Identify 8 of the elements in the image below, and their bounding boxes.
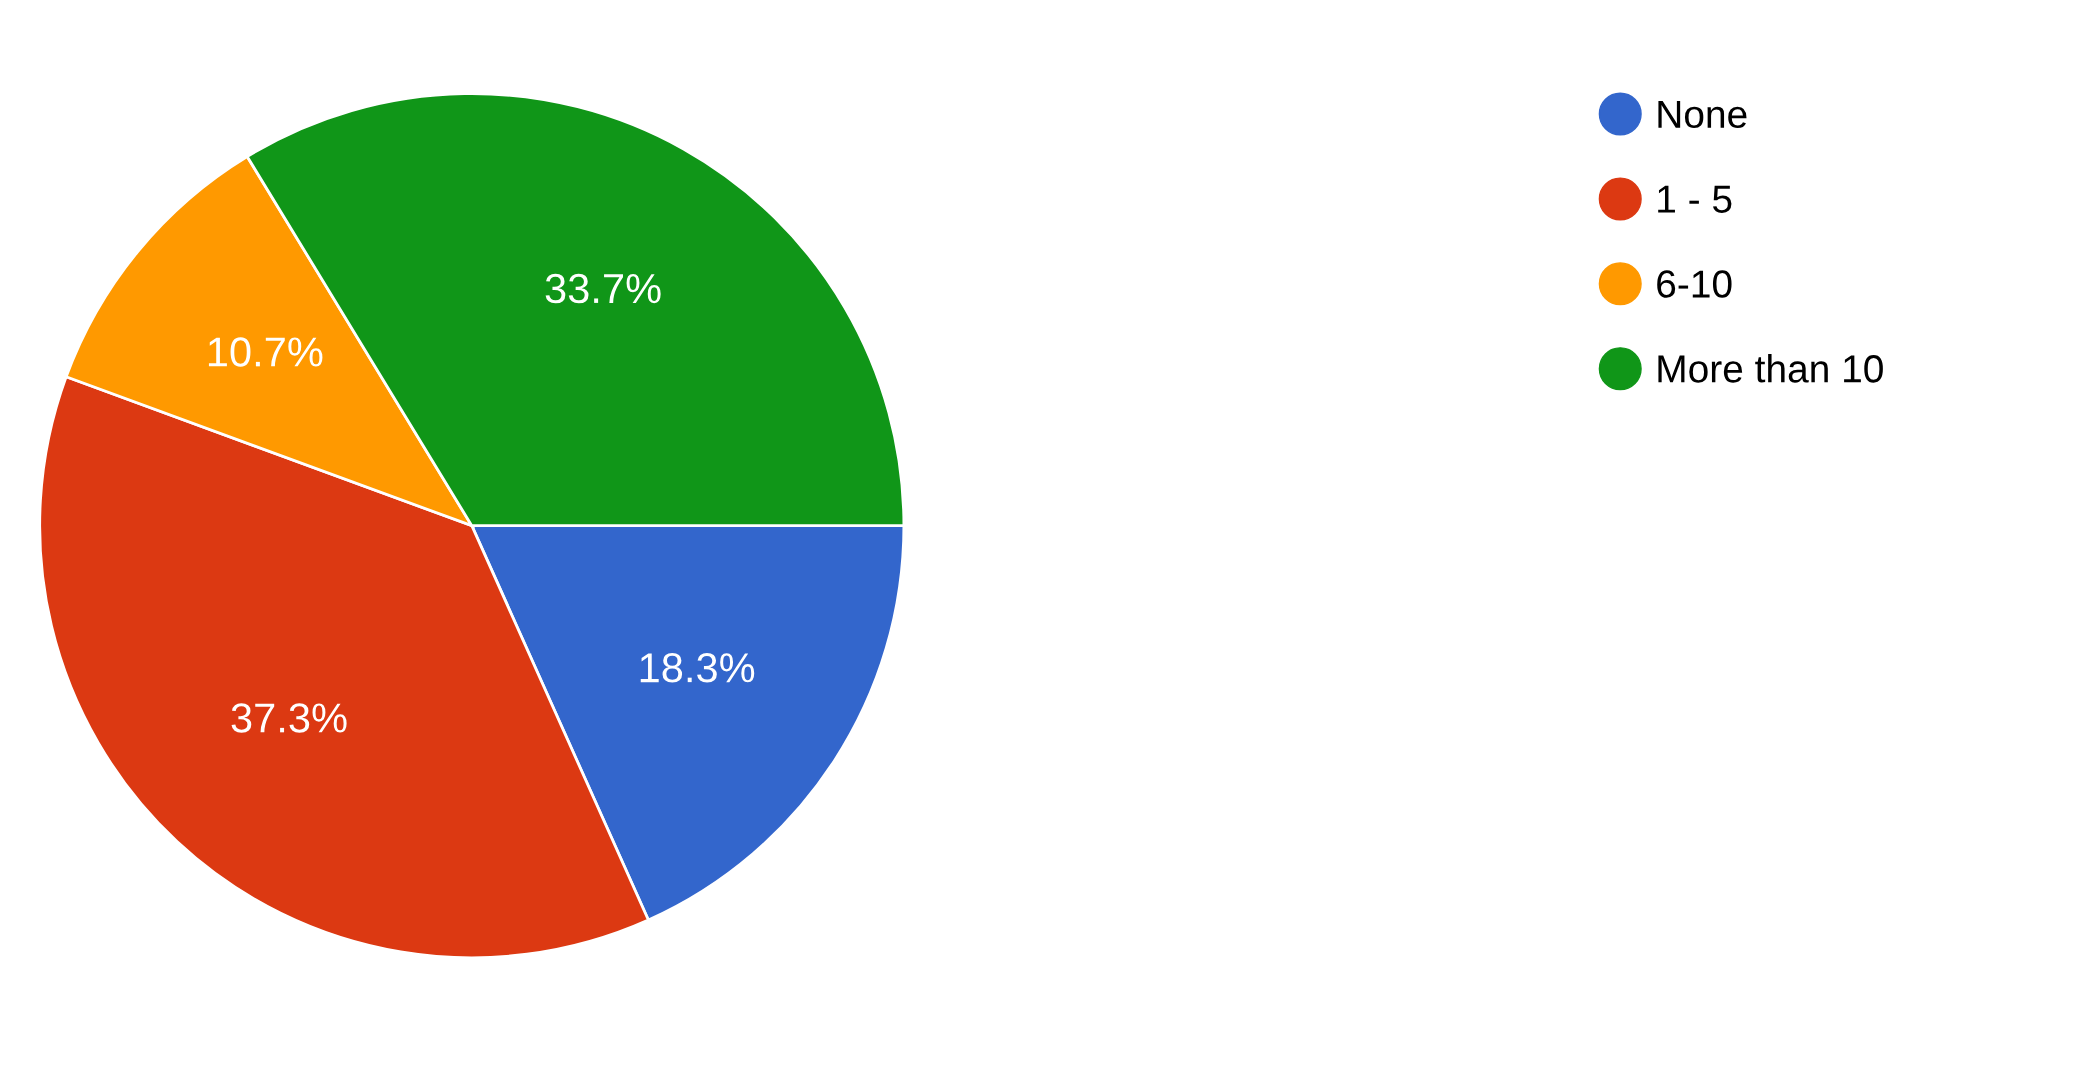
data-label: 18.3% <box>640 653 755 683</box>
legend-label: More than 10 <box>1658 354 1883 383</box>
legend-label: 6-10 <box>1657 270 1732 298</box>
data-label: 37.3% <box>231 703 347 733</box>
legend-label: None <box>1658 100 1747 129</box>
data-label: 33.7% <box>545 273 661 304</box>
legend-label: 1 - 5 <box>1658 185 1732 213</box>
data-label: 10.7% <box>208 337 323 367</box>
